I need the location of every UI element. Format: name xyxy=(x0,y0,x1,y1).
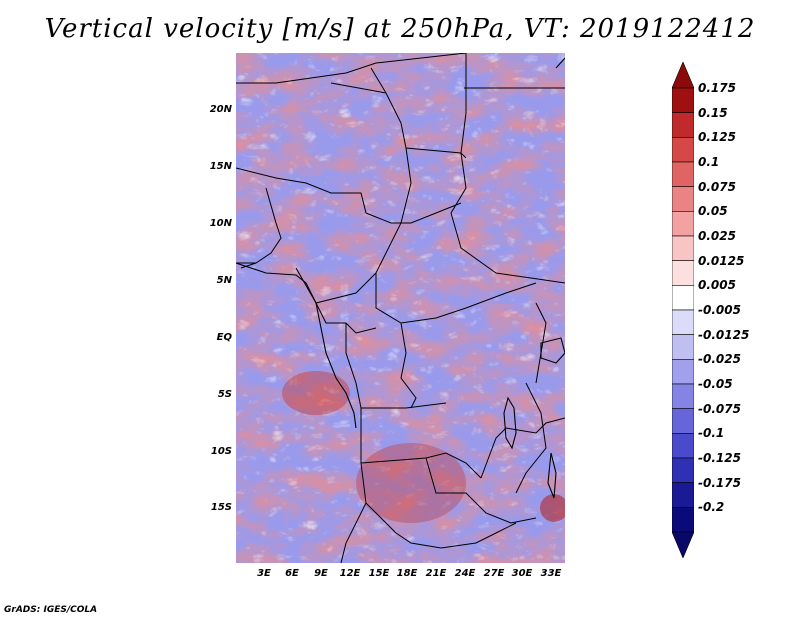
coastline xyxy=(236,57,565,429)
colorbar-tick-label: -0.2 xyxy=(698,500,725,515)
lon-label-21e: 21E xyxy=(425,568,447,579)
colorbar-top-arrow xyxy=(672,62,694,89)
colorbar-tick-label: 0.075 xyxy=(698,179,736,194)
lon-label-9e: 9E xyxy=(314,568,328,579)
lake-malawi xyxy=(547,452,557,499)
colorbar-swatch xyxy=(672,507,694,533)
strong-updraft-region xyxy=(356,443,466,523)
strong-updraft-region xyxy=(540,494,565,522)
colorbar-swatch xyxy=(672,260,694,286)
lon-label-6e: 6E xyxy=(285,568,299,579)
map-title: Vertical velocity [m/s] at 250hPa, VT: 2… xyxy=(44,14,756,44)
colorbar-swatch xyxy=(672,309,694,335)
colorbar-tick-label: 0.05 xyxy=(698,204,728,219)
colorbar-tick-label: 0.0125 xyxy=(698,253,745,268)
colorbar-tick-label: 0.1 xyxy=(698,155,720,169)
lake-victoria xyxy=(540,337,565,364)
colorbar-swatch xyxy=(672,482,694,508)
colorbar-swatch xyxy=(672,235,694,261)
lat-label-5s: 5S xyxy=(217,389,232,400)
colorbar-bottom-arrow xyxy=(672,531,694,558)
colorbar xyxy=(672,62,694,558)
lat-label-20n: 20N xyxy=(209,104,232,115)
colorbar-tick-label: -0.025 xyxy=(698,352,741,367)
velocity-map xyxy=(236,53,565,563)
near-zero-field xyxy=(236,53,565,563)
colorbar-swatch xyxy=(672,211,694,237)
lon-label-27e: 27E xyxy=(483,568,505,579)
lat-label-15s: 15S xyxy=(210,502,232,513)
colorbar-tick-label: -0.0125 xyxy=(698,327,750,342)
colorbar-swatch xyxy=(672,383,694,409)
strong-updraft-region xyxy=(282,371,350,415)
colorbar-swatch xyxy=(672,112,694,138)
colorbar-tick-label: 0.175 xyxy=(698,81,736,95)
lat-label-5n: 5N xyxy=(216,275,232,286)
country-borders xyxy=(236,53,565,563)
colorbar-tick-label: -0.005 xyxy=(698,303,741,317)
colorbar-swatch xyxy=(672,186,694,212)
colorbar-swatch xyxy=(672,408,694,434)
lat-label-eq: EQ xyxy=(216,332,232,343)
colorbar-swatch xyxy=(672,457,694,483)
lon-label-30e: 30E xyxy=(511,568,533,579)
colorbar-tick-label: -0.1 xyxy=(698,426,725,441)
colorbar-swatch xyxy=(672,433,694,459)
lon-label-18e: 18E xyxy=(396,568,418,579)
colorbar-tick-label: 0.025 xyxy=(698,229,736,243)
colorbar-tick-label: -0.125 xyxy=(698,451,741,465)
colorbar-swatch xyxy=(672,87,694,113)
lat-label-15n: 15N xyxy=(209,161,232,172)
lon-label-33e: 33E xyxy=(540,568,562,579)
lon-label-24e: 24E xyxy=(454,568,476,579)
colorbar-tick-label: 0.005 xyxy=(698,278,736,293)
colorbar-tick-label: 0.15 xyxy=(698,105,728,120)
colorbar-tick-label: -0.175 xyxy=(698,475,741,490)
colorbar-swatch xyxy=(672,334,694,360)
lake-tanganyika xyxy=(503,396,517,450)
lon-label-12e: 12E xyxy=(339,568,361,579)
colorbar-tick-label: 0.125 xyxy=(698,130,736,145)
colorbar-tick-label: -0.05 xyxy=(698,377,733,391)
colorbar-swatch xyxy=(672,285,694,311)
lat-label-10n: 10N xyxy=(209,218,232,229)
lakes xyxy=(503,337,565,499)
grads-credit: GrADS: IGES/COLA xyxy=(4,605,98,615)
lat-label-10s: 10S xyxy=(210,446,232,457)
colorbar-swatch xyxy=(672,137,694,163)
colorbar-swatch xyxy=(672,161,694,187)
lon-label-3e: 3E xyxy=(257,568,271,579)
lon-label-15e: 15E xyxy=(368,568,390,579)
colorbar-swatch xyxy=(672,359,694,385)
colorbar-tick-label: -0.075 xyxy=(698,401,741,416)
